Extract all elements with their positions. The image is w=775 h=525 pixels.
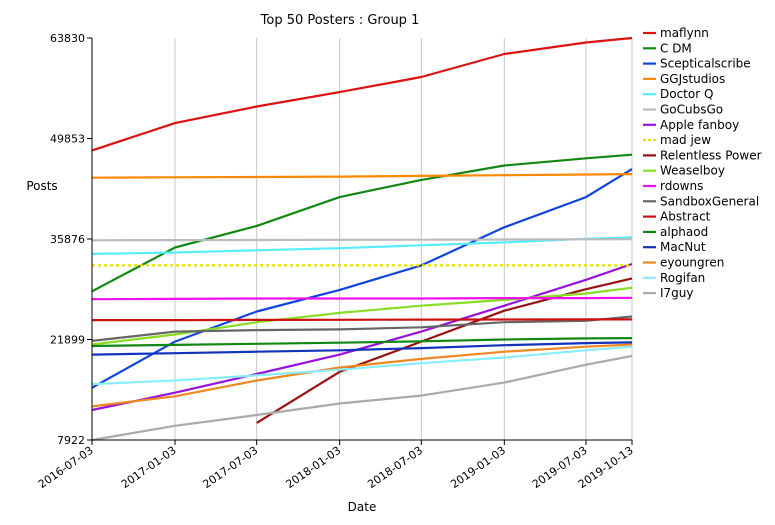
y-tick-label: 63830 — [50, 32, 85, 45]
legend-label: Doctor Q — [660, 87, 713, 101]
series-line-sandboxgeneral — [91, 315, 633, 342]
series-lines — [91, 36, 633, 442]
x-tick-label: 2017-01-03 — [119, 444, 179, 491]
legend-label: rdowns — [660, 179, 703, 193]
x-tick-label: 2018-07-03 — [365, 444, 425, 491]
legend-label: maflynn — [660, 26, 709, 40]
series-line-i7guy — [91, 354, 633, 442]
x-tick-label: 2017-07-03 — [201, 444, 261, 491]
legend-label: Relentless Power — [660, 148, 762, 162]
x-axis-ticks: 2016-07-03 2017-01-03 2017-07-03 2018-01-03… — [36, 440, 636, 491]
legend-label: Apple fanboy — [660, 118, 739, 132]
legend-label: I7guy — [660, 286, 694, 300]
chart-title: Top 50 Posters : Group 1 — [260, 13, 420, 28]
x-axis-title: Date — [348, 500, 377, 514]
legend-label: mad jew — [660, 133, 711, 147]
series-line-eyoungren — [91, 343, 633, 408]
legend-label: Scepticalscribe — [660, 57, 751, 71]
series-line-maflynn — [91, 36, 633, 152]
series-line-c-dm — [91, 153, 633, 293]
x-tick-label: 2019-01-03 — [448, 444, 508, 491]
series-line-ggjstudios — [91, 173, 633, 179]
legend-label: Weaselboy — [660, 164, 725, 178]
legend-label: SandboxGeneral — [660, 194, 759, 208]
series-line-weaselboy — [91, 286, 633, 346]
legend-label: alphaod — [660, 225, 708, 239]
series-line-apple-fanboy — [91, 262, 633, 412]
legend-label: MacNut — [660, 240, 706, 254]
x-tick-label: 2016-07-03 — [36, 444, 96, 491]
series-line-gocubsgo — [91, 238, 633, 242]
series-line-scepticalscribe — [91, 168, 633, 389]
legend-label: C DM — [660, 41, 692, 55]
legend-label: GoCubsGo — [660, 103, 723, 117]
legend-label: Rogifan — [660, 271, 705, 285]
series-line-rogifan — [91, 345, 633, 386]
series-line-rdowns — [91, 296, 633, 301]
legend-label: GGJstudios — [660, 72, 725, 86]
series-line-abstract — [92, 318, 632, 322]
y-tick-label: 21899 — [50, 334, 85, 347]
y-tick-label: 7922 — [57, 434, 85, 447]
y-tick-label: 49853 — [50, 133, 85, 146]
series-line-macnut — [91, 341, 633, 356]
series-line-relentless-power — [256, 277, 633, 424]
y-axis-title: Posts — [26, 179, 57, 193]
legend-label: Abstract — [660, 210, 711, 224]
legend-label: eyoungren — [660, 256, 724, 270]
y-axis-ticks: 7922 21899 35876 49853 63830 — [50, 32, 92, 447]
y-tick-label: 35876 — [50, 233, 85, 246]
series-line-alphaod — [91, 337, 633, 348]
x-tick-label: 2018-01-03 — [284, 444, 344, 491]
